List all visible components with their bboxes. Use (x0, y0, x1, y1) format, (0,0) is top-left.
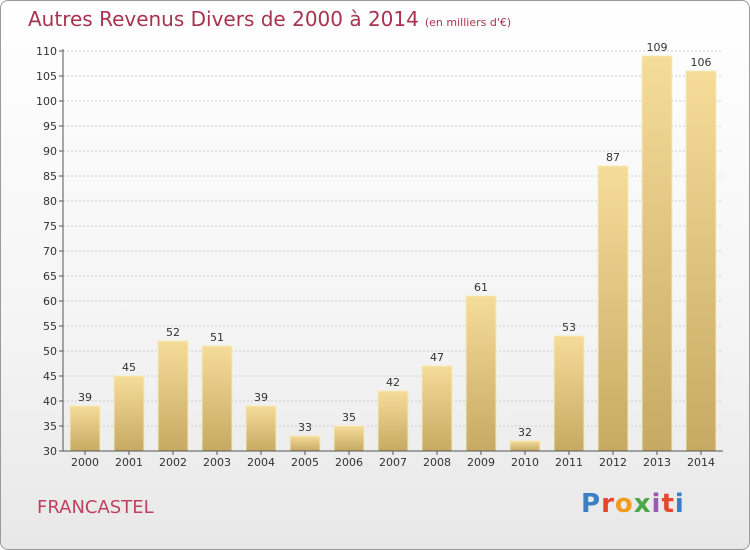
x-tick-label-2001: 2001 (115, 456, 143, 469)
x-tick-label-2000: 2000 (71, 456, 99, 469)
y-tick-label-45: 45 (43, 370, 57, 383)
x-tick-label-2011: 2011 (555, 456, 583, 469)
data-label-2003: 51 (210, 331, 224, 344)
y-tick-label-80: 80 (43, 195, 57, 208)
x-tick-label-2004: 2004 (247, 456, 275, 469)
bar-2013 (641, 55, 673, 452)
x-tick-label-2005: 2005 (291, 456, 319, 469)
y-tick-label-100: 100 (36, 95, 57, 108)
x-tick-label-2003: 2003 (203, 456, 231, 469)
bar-2008 (421, 365, 453, 452)
bar-2010 (509, 440, 541, 452)
data-label-2014: 106 (691, 56, 712, 69)
brand-logo: Proxiti (581, 489, 685, 519)
x-tick-label-2012: 2012 (599, 456, 627, 469)
data-label-2012: 87 (606, 151, 620, 164)
logo-letter: P (581, 489, 602, 519)
logo-letter: x (633, 489, 652, 519)
place-name: FRANCASTEL (37, 497, 154, 518)
y-tick-label-110: 110 (36, 45, 57, 58)
bar-2001 (113, 375, 145, 452)
logo-letter: t (661, 489, 675, 519)
data-label-2004: 39 (254, 391, 268, 404)
data-label-2005: 33 (298, 421, 312, 434)
y-tick-label-50: 50 (43, 345, 57, 358)
y-tick-label-65: 65 (43, 270, 57, 283)
x-tick-label-2002: 2002 (159, 456, 187, 469)
data-label-2013: 109 (647, 41, 668, 54)
data-label-2007: 42 (386, 376, 400, 389)
title-unit: (en milliers d'€) (424, 16, 512, 29)
x-tick-label-2009: 2009 (467, 456, 495, 469)
bar-2012 (597, 165, 629, 452)
data-label-2002: 52 (166, 326, 180, 339)
x-tick-label-2006: 2006 (335, 456, 363, 469)
bar-2009 (465, 295, 497, 452)
data-label-2006: 35 (342, 411, 356, 424)
title-main: Autres Revenus Divers de 2000 à 2014 (28, 7, 419, 31)
logo-letter: i (651, 489, 662, 519)
bar-2011 (553, 335, 585, 452)
x-tick-label-2007: 2007 (379, 456, 407, 469)
data-label-2001: 45 (122, 361, 136, 374)
y-tick-label-35: 35 (43, 420, 57, 433)
data-label-2000: 39 (78, 391, 92, 404)
logo-letter: o (614, 489, 634, 519)
y-tick-label-55: 55 (43, 320, 57, 333)
x-tick-label-2008: 2008 (423, 456, 451, 469)
bar-2014 (685, 70, 717, 452)
y-tick-label-40: 40 (43, 395, 57, 408)
data-label-2008: 47 (430, 351, 444, 364)
bar-2003 (201, 345, 233, 452)
x-tick-label-2010: 2010 (511, 456, 539, 469)
logo-letter: i (674, 489, 685, 519)
y-tick-label-60: 60 (43, 295, 57, 308)
y-tick-label-105: 105 (36, 70, 57, 83)
chart-title: Autres Revenus Divers de 2000 à 2014 (en … (28, 7, 511, 31)
y-tick-label-95: 95 (43, 120, 57, 133)
axes: 30 35 40 45 50 55 60 65 70 75 80 85 90 95 100 105 110 200… (36, 45, 723, 469)
data-label-2011: 53 (562, 321, 576, 334)
data-label-2010: 32 (518, 426, 532, 439)
bar-2002 (157, 340, 189, 452)
y-tick-label-90: 90 (43, 145, 57, 158)
x-tick-label-2013: 2013 (643, 456, 671, 469)
y-tick-label-30: 30 (43, 445, 57, 458)
data-label-2009: 61 (474, 281, 488, 294)
x-tick-label-2014: 2014 (687, 456, 715, 469)
y-tick-label-75: 75 (43, 220, 57, 233)
bar-2000 (69, 405, 101, 452)
y-tick-label-85: 85 (43, 170, 57, 183)
bars: 39 45 52 51 39 33 35 42 47 61 32 53 87 109 106 (69, 41, 717, 452)
bar-2004 (245, 405, 277, 452)
y-tick-label-70: 70 (43, 245, 57, 258)
bar-2007 (377, 390, 409, 452)
logo-letter: r (601, 489, 615, 519)
bar-2006 (333, 425, 365, 452)
bar-2005 (289, 435, 321, 452)
